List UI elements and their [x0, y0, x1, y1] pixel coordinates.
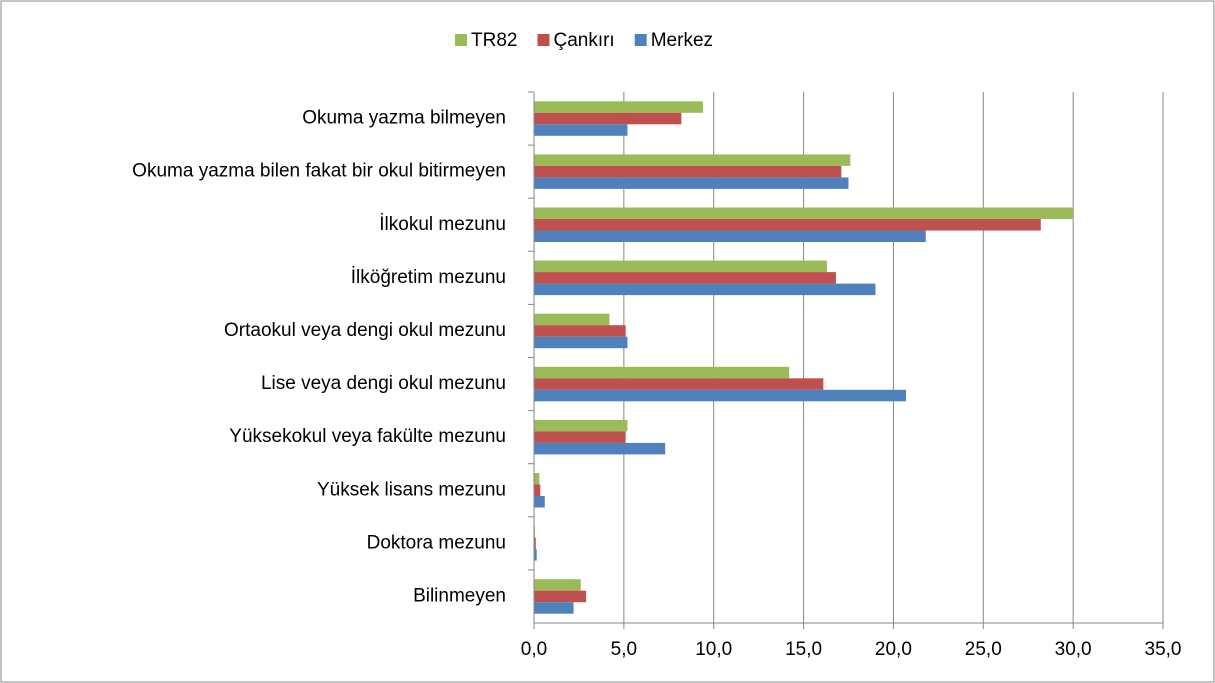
bar: [534, 473, 540, 485]
bar: [534, 124, 628, 136]
y-tick-label: Doktora mezunu: [367, 532, 506, 553]
legend-swatch: [455, 34, 467, 46]
y-tick-label: Ortaokul veya dengi okul mezunu: [224, 320, 506, 341]
x-tick-label: 35,0: [1145, 639, 1182, 660]
bar: [534, 230, 926, 242]
x-tick-label: 20,0: [875, 639, 912, 660]
bar: [534, 165, 842, 178]
bar: [534, 260, 827, 273]
legend-swatch: [634, 34, 647, 46]
legend-label: Çankırı: [553, 30, 614, 51]
y-tick-label: Okuma yazma bilen fakat bir okul bitirme…: [132, 161, 506, 182]
y-tick-label: Lise veya dengi okul mezunu: [261, 373, 506, 394]
x-tick-label: 30,0: [1055, 639, 1092, 660]
bar: [534, 442, 666, 455]
bar: [534, 431, 626, 443]
bar: [534, 590, 587, 603]
bar: [534, 336, 628, 349]
bar: [534, 389, 907, 402]
bar: [534, 154, 851, 166]
y-tick-label: Yüksekokul veya fakülte mezunu: [229, 426, 506, 447]
bar: [534, 101, 703, 113]
legend-swatch: [537, 34, 550, 46]
bar: [534, 378, 824, 390]
bar: [534, 419, 628, 432]
legend-label: TR82: [471, 30, 517, 51]
y-tick-label: İlkokul mezunu: [379, 214, 506, 235]
bar: [534, 207, 1074, 219]
bar: [534, 313, 610, 326]
bar: [534, 219, 1041, 231]
x-tick-label: 5,0: [611, 639, 637, 660]
bar: [534, 177, 849, 189]
y-tick-label: Bilinmeyen: [413, 585, 506, 606]
bar: [534, 484, 541, 496]
bar: [534, 579, 581, 591]
bar: [534, 496, 545, 508]
y-tick-label: Yüksek lisans mezunu: [317, 479, 506, 500]
bar: [534, 602, 574, 614]
bar: [534, 283, 876, 296]
x-tick-label: 25,0: [965, 639, 1002, 660]
bar: [534, 537, 536, 550]
x-tick-label: 15,0: [785, 639, 822, 660]
x-tick-label: 0,0: [521, 639, 547, 660]
x-tick-label: 10,0: [695, 639, 732, 660]
bar: [534, 325, 626, 337]
bar: [534, 366, 790, 379]
y-tick-label: İlköğretim mezunu: [351, 267, 506, 288]
bar: [534, 549, 537, 561]
y-tick-label: Okuma yazma bilmeyen: [302, 108, 506, 129]
bar: [534, 272, 836, 284]
bar: [534, 112, 682, 125]
legend-label: Merkez: [651, 30, 713, 51]
